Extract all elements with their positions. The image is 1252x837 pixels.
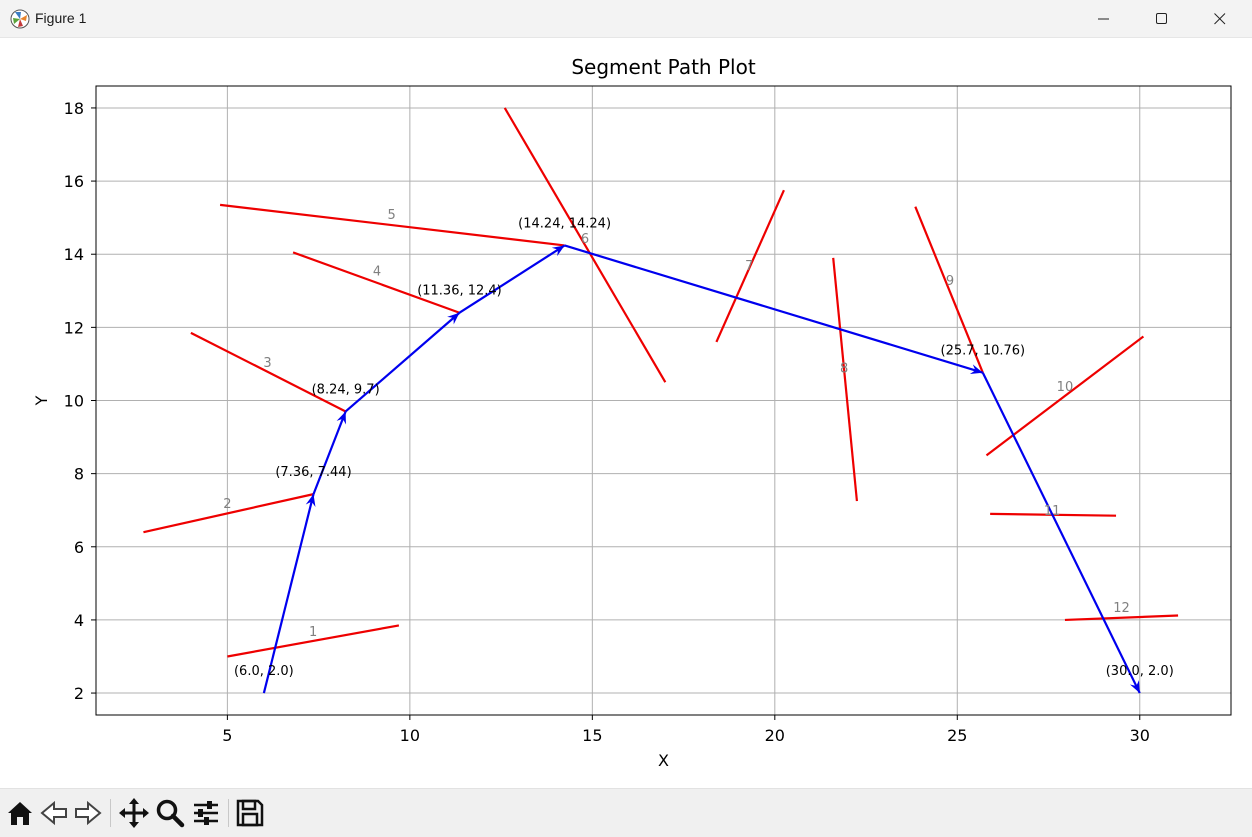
toolbar-separator: [110, 799, 111, 827]
segment-line: [715, 189, 785, 343]
point-label: (14.24, 14.24): [518, 216, 611, 231]
back-icon: [40, 800, 67, 826]
configure-subplots-button[interactable]: [190, 797, 222, 829]
pan-button[interactable]: [118, 797, 150, 829]
forward-icon: [75, 800, 102, 826]
segment-lines: [143, 107, 1179, 658]
segment-line: [914, 206, 984, 374]
window-title: Figure 1: [35, 10, 87, 26]
y-tick-label: 12: [64, 318, 84, 337]
path-arrows: [262, 244, 1141, 694]
home-button[interactable]: [4, 797, 36, 829]
grid-lines: [96, 86, 1231, 715]
segment-label: 6: [581, 232, 589, 247]
close-icon: [1214, 13, 1226, 25]
forward-button[interactable]: [72, 797, 104, 829]
y-tick-label: 2: [74, 684, 84, 703]
segment-label: 5: [387, 208, 395, 223]
toolbar-separator: [228, 799, 229, 827]
y-tick-label: 10: [64, 392, 84, 411]
segment-label: 10: [1057, 380, 1074, 395]
x-tick-label: 30: [1130, 726, 1150, 745]
segment-line: [292, 251, 460, 314]
segment-label: 8: [840, 362, 848, 377]
y-tick-label: 8: [74, 465, 84, 484]
point-label: (6.0, 2.0): [234, 664, 294, 679]
path-segment: [344, 311, 461, 413]
segment-label: 4: [373, 265, 381, 280]
figure-canvas[interactable]: 1 2 3 4 5 6 7 8 9 10 11 12 (6.0, 2.0) (7.36, 7.44) (8.…: [0, 38, 1252, 788]
segment-label: 7: [745, 259, 753, 274]
point-label: (8.24, 9.7): [312, 382, 380, 397]
segment-line: [190, 331, 347, 413]
segment-label: 2: [223, 497, 231, 512]
point-label: (11.36, 12.4): [417, 284, 502, 299]
point-label: (7.36, 7.44): [275, 465, 351, 480]
configure-subplots-icon: [194, 801, 218, 825]
save-icon: [236, 799, 264, 827]
minimize-button[interactable]: [1075, 0, 1133, 38]
segment-line: [503, 107, 667, 383]
segment-label: 12: [1113, 601, 1130, 616]
path-segment: [981, 372, 1141, 694]
window-titlebar: Figure 1: [0, 0, 1252, 38]
path-arrowhead: [336, 411, 346, 425]
x-tick-label: 25: [947, 726, 967, 745]
y-tick-label: 14: [64, 245, 84, 264]
path-segment: [262, 493, 315, 694]
path-arrowhead: [1129, 680, 1140, 694]
minimize-icon: [1098, 18, 1109, 20]
x-axis-label: X: [658, 751, 669, 770]
path-segment: [564, 244, 984, 374]
path-segment: [458, 244, 566, 314]
x-tick-label: 10: [400, 726, 420, 745]
matplotlib-icon: [10, 9, 30, 29]
x-tick-label: 15: [582, 726, 602, 745]
navigation-toolbar: [0, 788, 1252, 837]
segment-label: 11: [1044, 504, 1061, 519]
zoom-button[interactable]: [154, 797, 186, 829]
point-label: (25.7, 10.76): [941, 344, 1026, 359]
segment-line: [227, 624, 400, 658]
pan-icon: [119, 798, 149, 828]
segment-line: [832, 257, 859, 502]
save-button[interactable]: [234, 797, 266, 829]
maximize-button[interactable]: [1133, 0, 1191, 38]
y-tick-label: 16: [64, 172, 84, 191]
segment-label: 9: [946, 274, 954, 289]
y-tick-label: 6: [74, 538, 84, 557]
back-button[interactable]: [38, 797, 70, 829]
y-tick-label: 18: [64, 99, 84, 118]
segment-line: [143, 493, 314, 534]
close-button[interactable]: [1191, 0, 1249, 38]
path-arrowhead: [305, 494, 316, 507]
segment-label: 3: [263, 356, 271, 371]
chart-title: Segment Path Plot: [571, 55, 756, 79]
path-arrowhead: [969, 364, 983, 374]
zoom-icon: [156, 799, 185, 828]
path-arrowhead: [447, 312, 460, 325]
maximize-icon: [1156, 13, 1167, 24]
x-tick-label: 5: [222, 726, 232, 745]
point-label: (30.0, 2.0): [1106, 664, 1174, 679]
path-segment: [312, 411, 347, 495]
path-arrowhead: [551, 245, 565, 257]
home-icon: [8, 802, 32, 825]
y-tick-label: 4: [74, 611, 84, 630]
y-axis-label: Y: [32, 395, 51, 406]
segment-label: 1: [309, 625, 317, 640]
x-tick-label: 20: [765, 726, 785, 745]
segment-line: [1064, 614, 1179, 622]
segment-line: [219, 203, 565, 247]
